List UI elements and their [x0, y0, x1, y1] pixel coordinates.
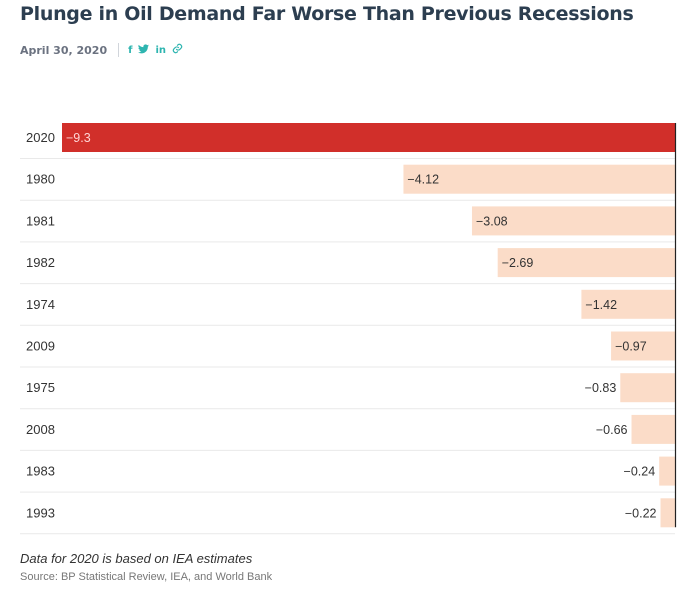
article-meta: April 30, 2020 f in	[20, 42, 183, 58]
category-label: 1980	[26, 172, 55, 187]
meta-divider	[118, 43, 120, 57]
value-label: −3.08	[476, 214, 508, 228]
category-label: 1981	[26, 213, 55, 228]
bar-1975	[620, 373, 675, 403]
linkedin-icon[interactable]: in	[155, 44, 167, 56]
chart-source: Source: BP Statistical Review, IEA, and …	[20, 571, 273, 583]
value-label: −0.22	[625, 506, 657, 520]
bar-1981	[471, 206, 675, 236]
twitter-icon[interactable]	[138, 43, 150, 57]
publish-date: April 30, 2020	[20, 43, 108, 57]
value-label: −1.42	[585, 298, 617, 312]
category-label: 2020	[26, 130, 55, 145]
bar-1980	[403, 164, 675, 194]
category-label: 1975	[26, 380, 55, 395]
link-icon[interactable]	[172, 43, 183, 57]
value-label: −2.69	[502, 256, 534, 270]
category-label: 1983	[26, 464, 55, 479]
bar-1983	[659, 456, 675, 486]
value-label: −0.83	[585, 381, 617, 395]
bar-1974	[581, 289, 675, 319]
bar-1993	[660, 498, 675, 528]
bar-chart: 2020 −9.3 1980 −4.12 1981 −3.08 1982 −2.69 1974 −…	[20, 123, 677, 535]
category-label: 2009	[26, 339, 55, 354]
category-label: 1993	[26, 505, 55, 520]
chart-note: Data for 2020 is based on IEA estimates	[20, 551, 253, 566]
category-label: 1982	[26, 255, 55, 270]
value-label: −0.97	[615, 340, 647, 354]
bar-2020	[62, 123, 675, 152]
facebook-icon[interactable]: f	[128, 44, 133, 56]
value-label: −9.3	[66, 131, 91, 145]
bar-1982	[497, 248, 675, 278]
category-label: 1974	[26, 297, 55, 312]
value-label: −0.24	[624, 465, 656, 479]
category-label: 2008	[26, 422, 55, 437]
bar-2009	[611, 331, 675, 361]
value-label: −0.66	[596, 423, 628, 437]
value-label: −4.12	[407, 173, 439, 187]
share-links: f in	[128, 43, 183, 57]
chart-title: Plunge in Oil Demand Far Worse Than Prev…	[20, 3, 634, 25]
bar-2008	[631, 414, 675, 444]
